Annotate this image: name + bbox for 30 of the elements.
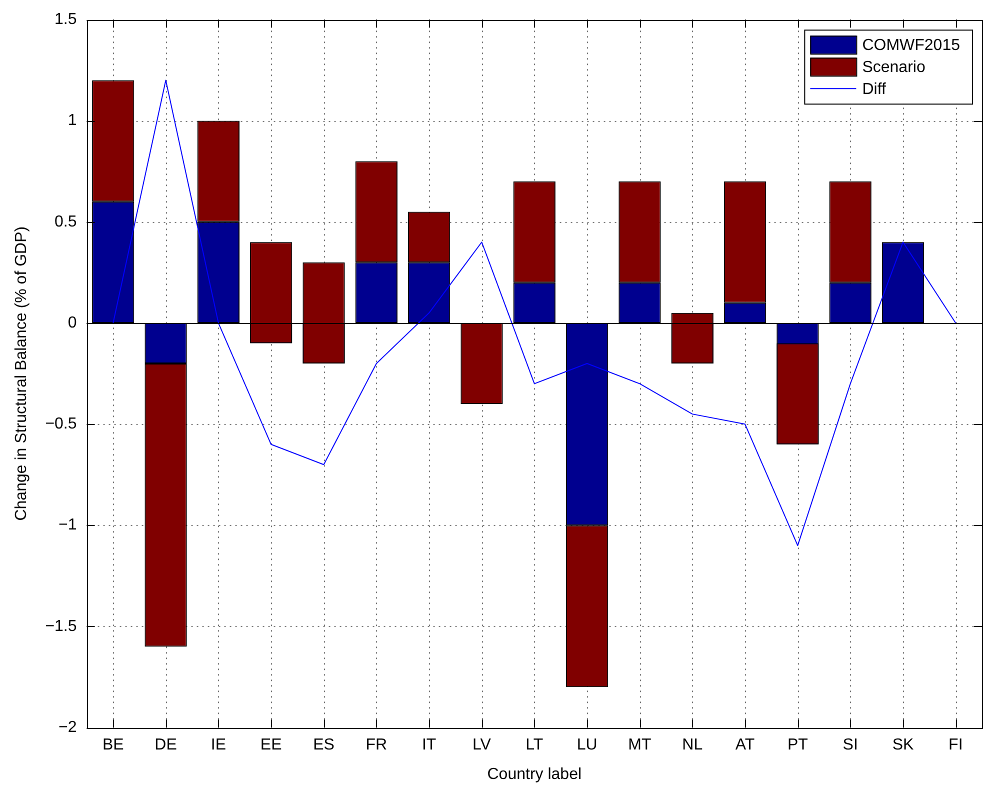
x-tick-label: LT (526, 736, 544, 754)
x-tick-label: ES (313, 736, 334, 754)
x-tick-label: PT (787, 736, 808, 754)
x-tick-label: LU (576, 736, 598, 754)
y-tick-label: −2 (58, 719, 77, 736)
x-tick-label: MT (628, 736, 652, 754)
x-tick-label: AT (735, 736, 755, 754)
x-tick-label: BE (102, 736, 124, 754)
y-tick-label: 1.5 (54, 11, 77, 28)
x-tick-label: SK (892, 736, 914, 754)
y-tick-label: −1 (58, 516, 77, 534)
legend-label: Diff (862, 81, 886, 98)
y-tick-label: 0.5 (54, 213, 77, 230)
y-tick-label: 1 (68, 112, 77, 130)
legend-label: Scenario (862, 59, 926, 76)
x-axis-title: Country label (487, 766, 582, 783)
x-tick-label: SI (842, 736, 858, 754)
y-tick-label: −1.5 (45, 618, 77, 635)
y-tick-label: 0 (68, 314, 77, 332)
x-tick-label: EE (260, 736, 282, 754)
y-axis-title: Change in Structural Balance (% of GDP) (13, 226, 30, 521)
x-tick-label: DE (154, 736, 177, 754)
x-tick-label: IT (422, 736, 436, 754)
legend-label: COMWF2015 (862, 37, 960, 54)
x-tick-label: FI (948, 736, 963, 754)
x-tick-label: NL (682, 736, 703, 754)
x-tick-label: LV (472, 736, 492, 754)
y-tick-label: −0.5 (45, 416, 77, 433)
x-tick-label: IE (210, 736, 226, 754)
x-tick-label: FR (366, 736, 388, 754)
